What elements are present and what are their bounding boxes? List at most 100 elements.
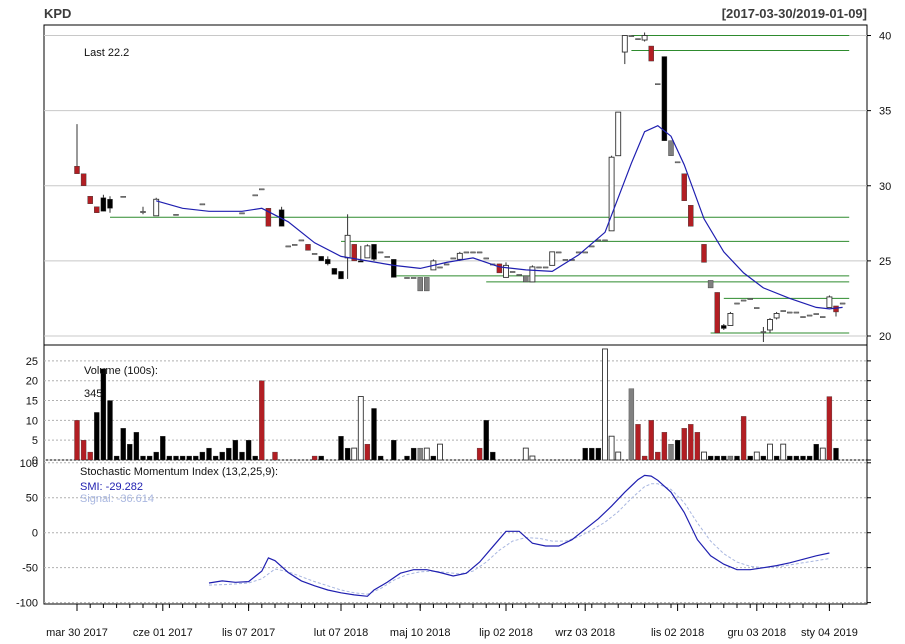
volume-bar — [133, 432, 140, 461]
volume-bar — [437, 443, 443, 461]
candle-body — [199, 203, 206, 206]
smi-line — [208, 474, 830, 597]
smi-tick-label: 0 — [32, 528, 38, 540]
candle-body — [714, 292, 720, 334]
smi-value-label: SMI: -29.282 — [80, 481, 143, 493]
volume-bar — [186, 455, 192, 461]
volume-bar — [833, 447, 839, 461]
candle-body — [120, 196, 126, 198]
candle-body — [318, 256, 324, 262]
candle-body — [417, 277, 423, 292]
price-tick-label: 20 — [879, 331, 891, 343]
volume-bar — [648, 420, 654, 461]
candle-body — [509, 271, 516, 273]
volume-bar — [344, 447, 351, 461]
volume-bar — [608, 435, 615, 461]
candle-body — [734, 302, 740, 305]
volume-bar — [252, 455, 258, 461]
volume-title: Volume (100s): — [84, 365, 158, 377]
volume-bar — [476, 447, 483, 461]
candle-body — [529, 266, 536, 283]
smi-axis: -100 -50 0 50 100 — [16, 458, 871, 610]
candle-body — [94, 206, 100, 213]
date-tick-label: lut 07 2018 — [314, 627, 368, 639]
candle-body — [787, 311, 793, 314]
volume-bar — [226, 447, 232, 461]
candle-body — [476, 251, 483, 254]
volume-bar — [661, 432, 668, 461]
volume-bar — [107, 400, 113, 461]
volume-tick-label: 15 — [26, 396, 38, 408]
candle-body — [523, 275, 529, 283]
volume-bar — [232, 440, 239, 461]
date-tick-label: wrz 03 2018 — [554, 627, 615, 639]
volume-bar — [219, 451, 225, 461]
candle-body — [252, 194, 258, 197]
candle-body — [285, 245, 291, 248]
date-tick-label: lip 02 2018 — [479, 627, 533, 639]
volume-bar — [826, 396, 833, 461]
candle-body — [661, 56, 668, 141]
candle-body — [820, 316, 826, 318]
volume-bar — [589, 447, 595, 461]
volume-bar — [628, 388, 635, 461]
volume-bar — [193, 455, 199, 461]
volume-bar — [417, 447, 423, 461]
volume-bar — [212, 455, 219, 461]
candle-body — [391, 259, 397, 278]
candle-body — [681, 173, 687, 201]
candle-body — [826, 296, 833, 308]
candle-body — [450, 257, 456, 260]
volume-bar — [813, 443, 819, 461]
smi-title: Stochastic Momentum Index (13,2,25,9): — [80, 466, 278, 478]
date-tick-label: cze 01 2017 — [133, 627, 193, 639]
volume-bar — [146, 455, 153, 461]
volume-bar — [338, 436, 344, 461]
candle-body — [384, 256, 390, 258]
candle-body — [602, 239, 608, 242]
candle-body — [463, 251, 470, 254]
candle-body — [635, 38, 641, 40]
candle-body — [496, 263, 503, 274]
candle-body — [259, 188, 265, 191]
candle-body — [839, 302, 846, 305]
candle-body — [107, 199, 113, 209]
volume-bar — [780, 443, 787, 461]
candle-body — [701, 244, 707, 263]
price-tick-label: 30 — [879, 181, 891, 193]
date-axis: mar 30 2017 cze 01 2017 lis 07 2017 lut 07 … — [46, 603, 858, 639]
candle-body — [674, 161, 681, 164]
candle-body — [140, 211, 146, 213]
candle-body — [470, 251, 476, 254]
candle-body — [371, 244, 377, 260]
volume-bar — [410, 447, 417, 461]
candle-body — [503, 264, 509, 278]
volume-bar — [635, 424, 641, 461]
volume-bar — [694, 432, 701, 461]
volume-bar — [179, 455, 186, 461]
symbol-title: KPD — [44, 6, 71, 21]
volume-last-value: 345 — [84, 388, 102, 400]
volume-bar — [674, 440, 681, 461]
volume-bar — [760, 455, 767, 461]
candle-body — [648, 45, 654, 62]
candle-body — [589, 245, 595, 248]
volume-bar — [127, 443, 133, 461]
candle-body — [721, 325, 727, 329]
candle-body — [536, 266, 542, 269]
date-tick-label: maj 10 2018 — [390, 627, 451, 639]
volume-bar — [740, 416, 747, 461]
candle-body — [305, 244, 311, 251]
candle-body — [292, 244, 298, 246]
candle-body — [800, 316, 806, 318]
volume-bar — [100, 368, 107, 461]
volume-bar — [727, 455, 734, 461]
candle-body — [516, 274, 522, 276]
candle-body — [358, 260, 364, 263]
volume-bar — [272, 451, 278, 461]
candle-body — [655, 83, 661, 85]
candle-body — [668, 140, 674, 156]
candle-body — [747, 298, 753, 300]
